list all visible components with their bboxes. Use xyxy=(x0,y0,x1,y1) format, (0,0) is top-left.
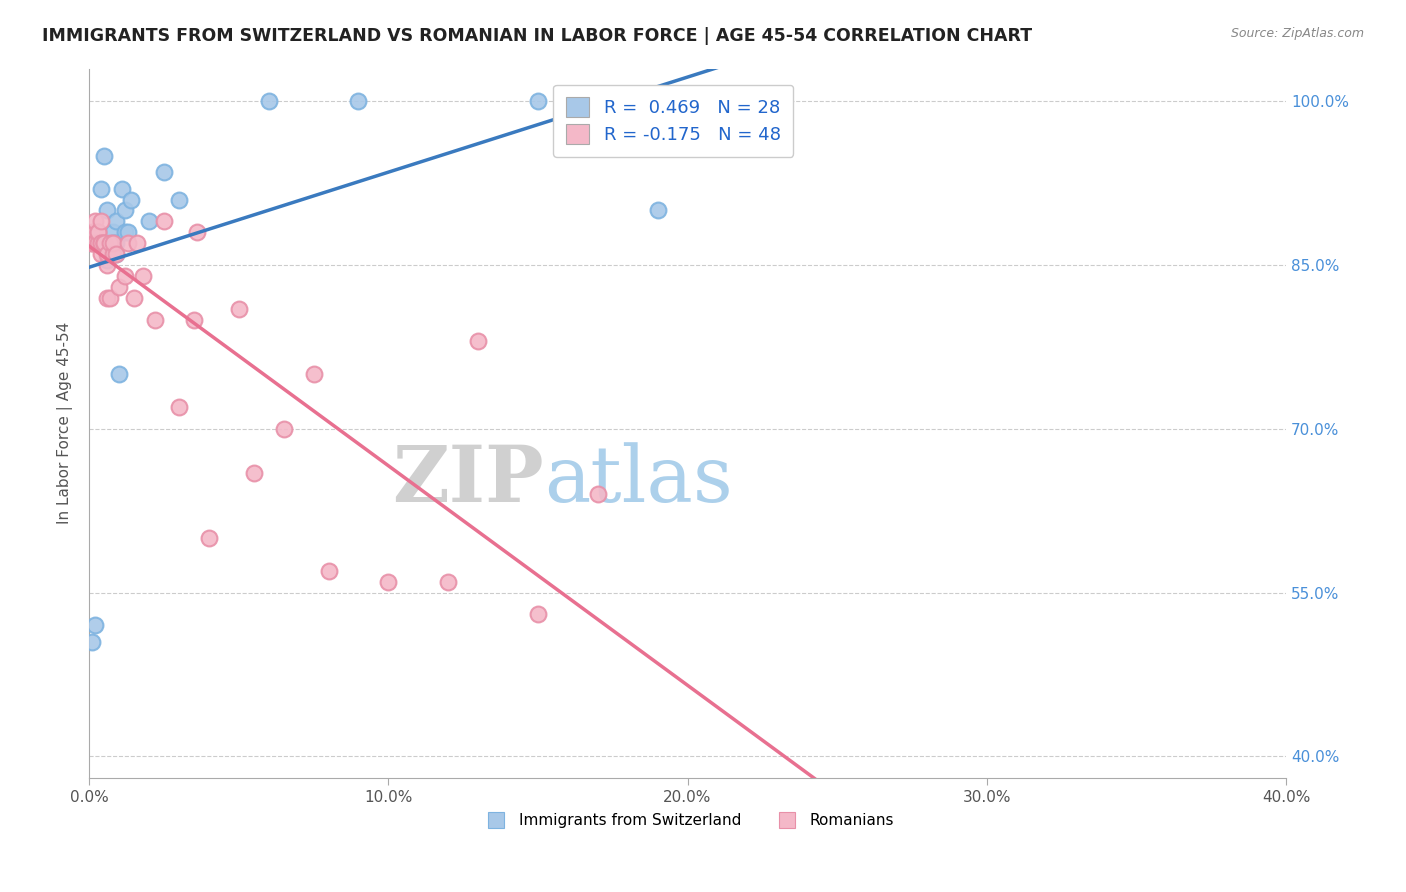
Point xyxy=(467,334,489,349)
Point xyxy=(117,236,139,251)
Point xyxy=(84,618,107,632)
Point xyxy=(586,487,609,501)
Point xyxy=(96,258,118,272)
Point xyxy=(167,400,190,414)
Point xyxy=(527,95,550,109)
Point xyxy=(82,236,104,251)
Point xyxy=(90,214,112,228)
Point xyxy=(153,214,176,228)
Point xyxy=(82,225,104,239)
Point xyxy=(90,247,112,261)
Point xyxy=(108,368,131,382)
Point xyxy=(87,236,110,251)
Point xyxy=(96,291,118,305)
Point xyxy=(101,236,124,251)
Point xyxy=(90,236,112,251)
Point xyxy=(101,247,124,261)
Point xyxy=(90,181,112,195)
Point xyxy=(242,466,264,480)
Point xyxy=(101,225,124,239)
Point xyxy=(87,225,110,239)
Point xyxy=(90,236,112,251)
Point xyxy=(114,268,136,283)
Legend: Immigrants from Switzerland, Romanians: Immigrants from Switzerland, Romanians xyxy=(475,807,901,834)
Point xyxy=(82,236,104,251)
Point xyxy=(98,291,121,305)
Point xyxy=(114,225,136,239)
Point xyxy=(98,244,121,259)
Point xyxy=(138,214,160,228)
Point xyxy=(273,422,295,436)
Point xyxy=(84,236,107,251)
Point xyxy=(96,247,118,261)
Point xyxy=(377,574,399,589)
Point xyxy=(93,236,115,251)
Point xyxy=(302,368,325,382)
Point xyxy=(105,247,128,261)
Point xyxy=(87,236,110,251)
Point xyxy=(93,236,115,251)
Point xyxy=(167,193,190,207)
Text: IMMIGRANTS FROM SWITZERLAND VS ROMANIAN IN LABOR FORCE | AGE 45-54 CORRELATION C: IMMIGRANTS FROM SWITZERLAND VS ROMANIAN … xyxy=(42,27,1032,45)
Point xyxy=(82,634,104,648)
Point xyxy=(122,291,145,305)
Point xyxy=(153,165,176,179)
Point xyxy=(84,236,107,251)
Point xyxy=(114,203,136,218)
Point xyxy=(183,312,205,326)
Point xyxy=(318,564,340,578)
Point xyxy=(84,225,107,239)
Point xyxy=(186,225,208,239)
Point xyxy=(93,236,115,251)
Point xyxy=(96,252,118,267)
Point xyxy=(101,236,124,251)
Point xyxy=(347,95,370,109)
Point xyxy=(647,203,669,218)
Point xyxy=(93,236,115,251)
Text: atlas: atlas xyxy=(544,442,733,518)
Point xyxy=(87,225,110,239)
Point xyxy=(96,203,118,218)
Point xyxy=(125,236,148,251)
Point xyxy=(437,574,460,589)
Y-axis label: In Labor Force | Age 45-54: In Labor Force | Age 45-54 xyxy=(58,322,73,524)
Point xyxy=(93,149,115,163)
Point xyxy=(87,225,110,239)
Point xyxy=(98,236,121,251)
Point xyxy=(105,214,128,228)
Text: Source: ZipAtlas.com: Source: ZipAtlas.com xyxy=(1230,27,1364,40)
Point xyxy=(105,247,128,261)
Point xyxy=(143,312,166,326)
Point xyxy=(111,181,134,195)
Text: ZIP: ZIP xyxy=(392,442,544,518)
Point xyxy=(117,225,139,239)
Point xyxy=(527,607,550,622)
Point xyxy=(228,301,250,316)
Point xyxy=(105,236,128,251)
Point xyxy=(132,268,155,283)
Point xyxy=(198,531,221,545)
Point xyxy=(108,280,131,294)
Point xyxy=(120,193,142,207)
Point xyxy=(84,214,107,228)
Point xyxy=(257,95,280,109)
Point xyxy=(101,236,124,251)
